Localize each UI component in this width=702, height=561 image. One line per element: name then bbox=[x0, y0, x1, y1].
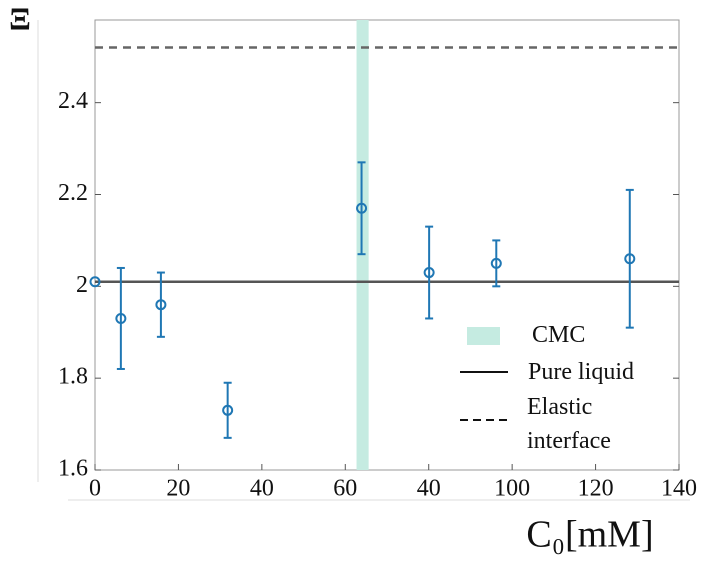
data-point bbox=[624, 253, 636, 265]
y-axis-label: Ξ bbox=[9, 0, 31, 36]
legend-label: Elastic interface bbox=[527, 394, 611, 454]
cmc-band bbox=[356, 20, 369, 470]
data-point bbox=[89, 276, 101, 288]
y-tick-label: 2 bbox=[76, 272, 88, 298]
data-point bbox=[490, 257, 502, 269]
y-tick-label: 1.8 bbox=[58, 364, 88, 390]
data-point bbox=[115, 312, 127, 324]
x-tick-label: 0 bbox=[89, 476, 101, 502]
plot-frame bbox=[94, 19, 680, 471]
x-tick-label: 120 bbox=[578, 476, 614, 502]
data-point bbox=[155, 299, 167, 311]
data-point bbox=[222, 404, 234, 416]
x-tick-label: 40 bbox=[250, 476, 274, 502]
x-tick-label: 100 bbox=[494, 476, 530, 502]
data-point bbox=[423, 267, 435, 279]
y-tick-label: 2.2 bbox=[58, 180, 88, 206]
legend-label: CMC bbox=[532, 322, 586, 348]
x-tick-label: 40 bbox=[417, 476, 441, 502]
legend-swatch bbox=[467, 327, 500, 345]
x-tick-label: 60 bbox=[333, 476, 357, 502]
x-axis-label: C₀[mM] bbox=[526, 514, 653, 556]
data-point bbox=[356, 202, 368, 214]
y-tick-label: 1.6 bbox=[58, 456, 88, 482]
x-tick-label: 20 bbox=[166, 476, 190, 502]
x-tick-label: 140 bbox=[661, 476, 697, 502]
legend-label: Pure liquid bbox=[528, 359, 634, 385]
y-tick-label: 2.4 bbox=[58, 88, 88, 114]
